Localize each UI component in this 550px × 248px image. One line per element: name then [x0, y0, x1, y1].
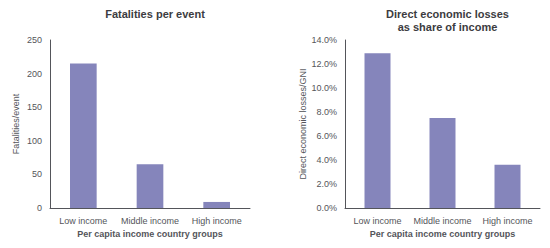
svg-text:Low income: Low income	[353, 216, 401, 226]
svg-text:0.0%: 0.0%	[316, 203, 337, 213]
svg-text:12.0%: 12.0%	[311, 59, 337, 69]
svg-text:8.0%: 8.0%	[316, 107, 337, 117]
svg-text:100: 100	[27, 136, 42, 146]
svg-text:14.0%: 14.0%	[311, 35, 337, 45]
svg-text:150: 150	[27, 102, 42, 112]
svg-text:200: 200	[27, 69, 42, 79]
svg-text:Middle income: Middle income	[413, 216, 471, 226]
svg-text:6.0%: 6.0%	[316, 131, 337, 141]
svg-text:50: 50	[32, 169, 42, 179]
svg-text:as share of income: as share of income	[398, 21, 498, 33]
svg-text:Low income: Low income	[59, 216, 107, 226]
svg-text:Per capita income country grou: Per capita income country groups	[370, 229, 516, 239]
svg-text:Fatalities/event: Fatalities/event	[11, 93, 21, 154]
svg-text:250: 250	[27, 35, 42, 45]
svg-text:Direct economic losses/GNI: Direct economic losses/GNI	[298, 68, 308, 179]
svg-text:0: 0	[37, 203, 42, 213]
svg-text:Per capita income country grou: Per capita income country groups	[77, 229, 223, 239]
svg-text:Fatalities per event: Fatalities per event	[105, 8, 205, 20]
svg-text:Middle income: Middle income	[121, 216, 179, 226]
svg-text:10.0%: 10.0%	[311, 83, 337, 93]
svg-text:4.0%: 4.0%	[316, 155, 337, 165]
svg-text:2.0%: 2.0%	[316, 179, 337, 189]
svg-text:High income: High income	[192, 216, 242, 226]
svg-text:High income: High income	[482, 216, 532, 226]
svg-text:Direct economic losses: Direct economic losses	[386, 8, 509, 20]
